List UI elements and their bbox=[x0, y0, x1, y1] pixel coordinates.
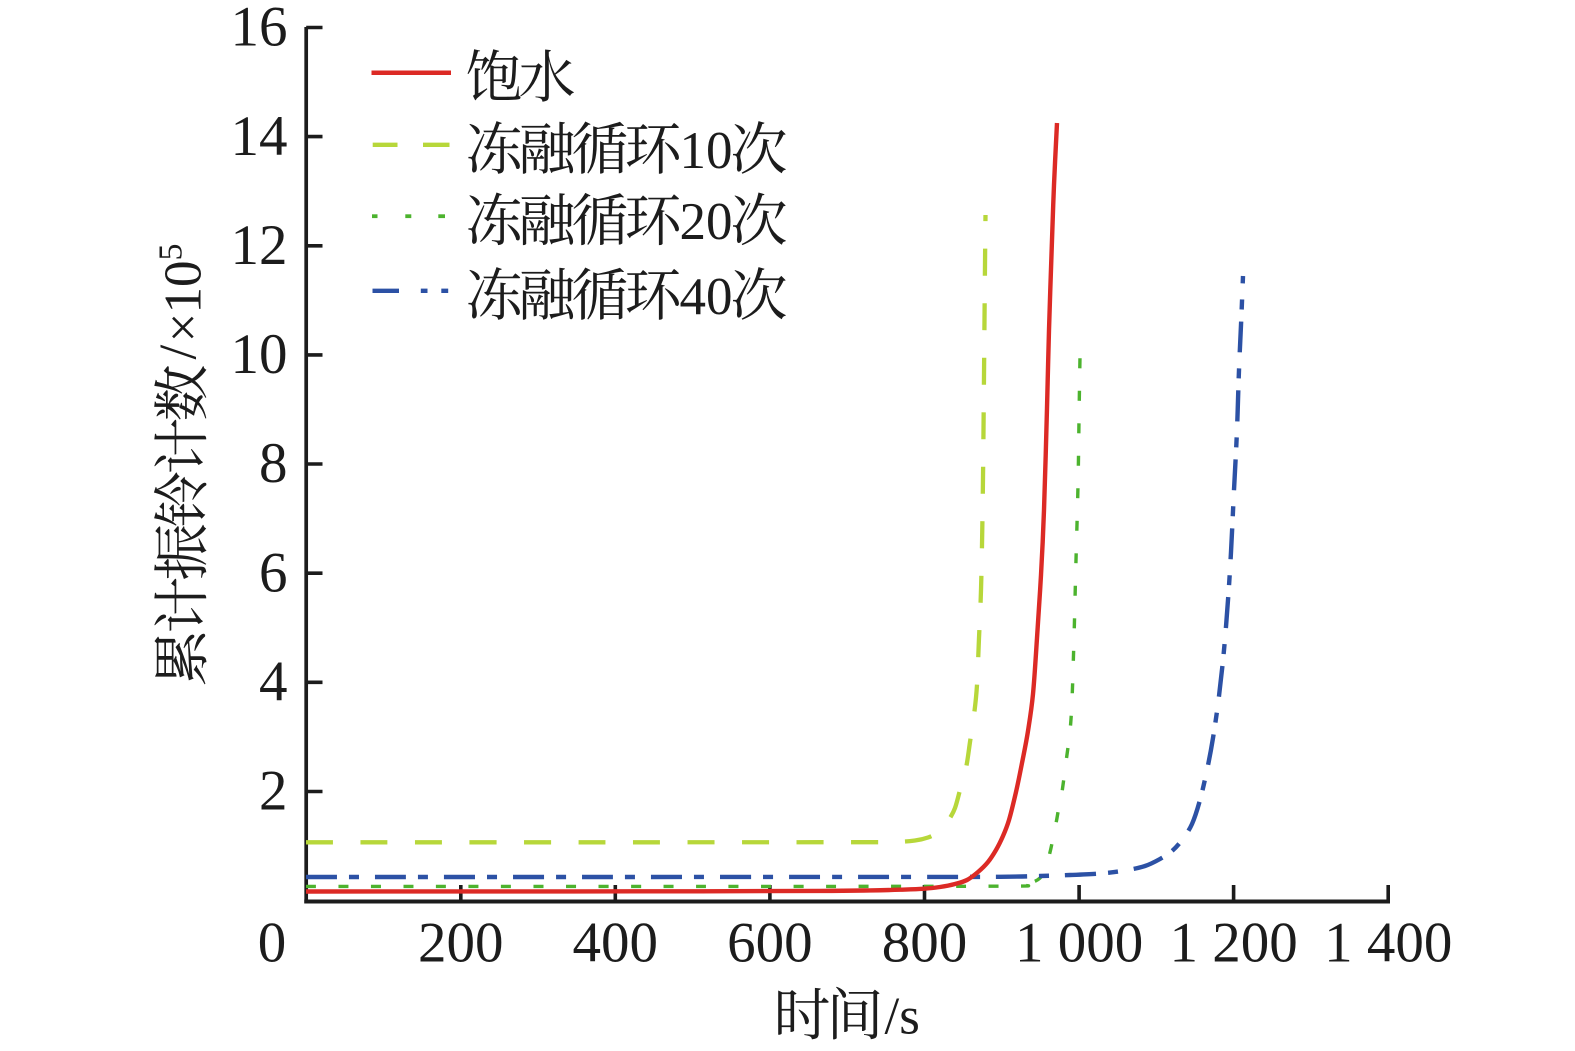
svg-text:1 200: 1 200 bbox=[1169, 912, 1297, 975]
svg-text:/s: /s bbox=[885, 988, 920, 1046]
svg-text:2: 2 bbox=[259, 760, 288, 823]
svg-text:40: 40 bbox=[680, 268, 733, 326]
svg-text:4: 4 bbox=[259, 651, 288, 714]
svg-text:14: 14 bbox=[231, 105, 288, 168]
svg-text:0: 0 bbox=[258, 912, 287, 975]
svg-text:400: 400 bbox=[573, 912, 659, 975]
svg-text:12: 12 bbox=[231, 214, 288, 277]
svg-text:20: 20 bbox=[680, 193, 733, 251]
svg-text:200: 200 bbox=[418, 912, 504, 975]
svg-text:16: 16 bbox=[231, 0, 288, 59]
svg-text:1 000: 1 000 bbox=[1015, 912, 1143, 975]
svg-text:10: 10 bbox=[231, 323, 288, 386]
svg-text:10: 10 bbox=[680, 122, 733, 180]
svg-text:600: 600 bbox=[727, 912, 813, 975]
svg-text:6: 6 bbox=[259, 541, 288, 604]
svg-text:8: 8 bbox=[259, 432, 288, 495]
svg-text:800: 800 bbox=[882, 912, 968, 975]
svg-text:/×105: /×105 bbox=[150, 244, 213, 360]
svg-text:1 400: 1 400 bbox=[1324, 912, 1452, 975]
